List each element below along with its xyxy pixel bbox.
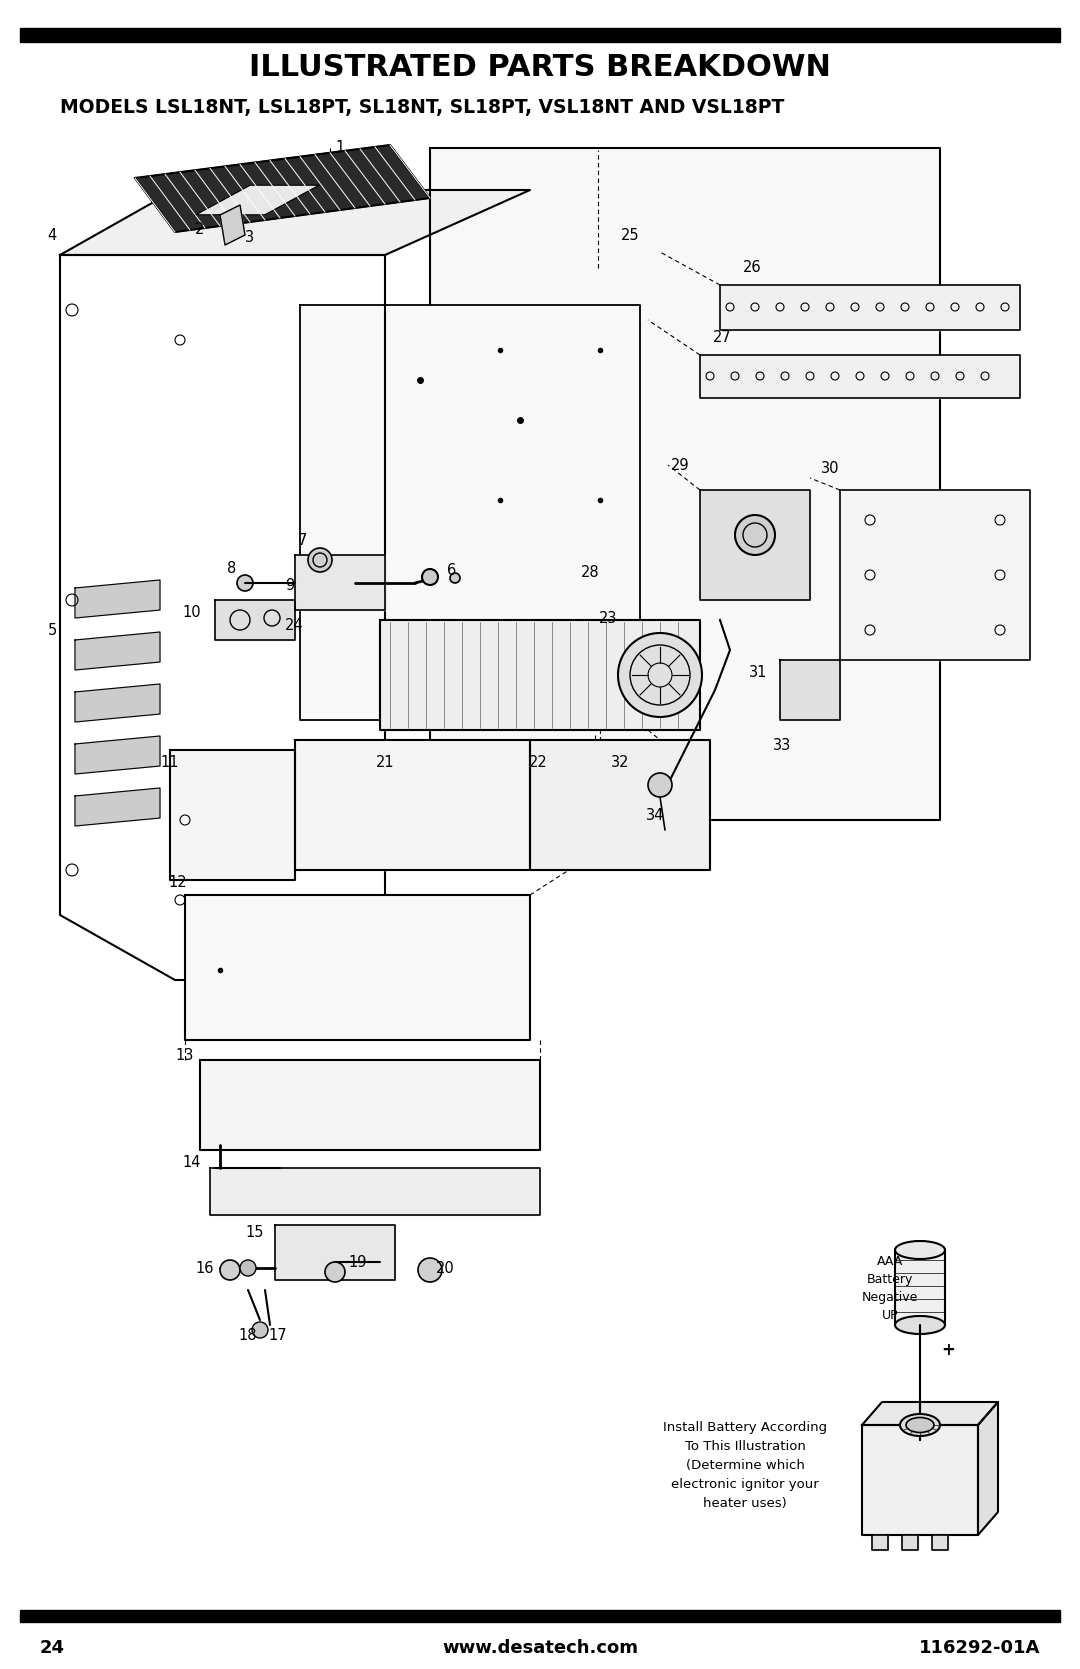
Polygon shape xyxy=(300,305,640,719)
Polygon shape xyxy=(220,205,245,245)
Text: 11: 11 xyxy=(161,754,179,769)
Circle shape xyxy=(450,572,460,582)
Text: 1: 1 xyxy=(336,140,345,155)
Text: 3: 3 xyxy=(245,230,255,245)
Text: 33: 33 xyxy=(773,738,792,753)
Text: www.desatech.com: www.desatech.com xyxy=(442,1639,638,1657)
Text: 21: 21 xyxy=(376,754,394,769)
Polygon shape xyxy=(215,599,295,639)
Polygon shape xyxy=(700,491,810,599)
Text: 19: 19 xyxy=(349,1255,367,1270)
Text: +: + xyxy=(941,1340,955,1359)
Text: 24: 24 xyxy=(285,618,303,633)
Text: 8: 8 xyxy=(228,561,237,576)
Polygon shape xyxy=(978,1402,998,1535)
Text: 2: 2 xyxy=(195,222,205,237)
Polygon shape xyxy=(170,749,295,880)
Polygon shape xyxy=(75,684,160,723)
Text: ILLUSTRATED PARTS BREAKDOWN: ILLUSTRATED PARTS BREAKDOWN xyxy=(249,53,831,82)
Circle shape xyxy=(240,1260,256,1277)
Bar xyxy=(21,1611,1059,1622)
Polygon shape xyxy=(895,1250,945,1325)
Ellipse shape xyxy=(906,1417,934,1432)
Circle shape xyxy=(237,576,253,591)
Ellipse shape xyxy=(895,1242,945,1258)
Text: 26: 26 xyxy=(743,260,761,275)
Text: 34: 34 xyxy=(646,808,664,823)
Text: 14: 14 xyxy=(183,1155,201,1170)
Polygon shape xyxy=(295,739,530,870)
Text: 32: 32 xyxy=(611,754,630,769)
Polygon shape xyxy=(210,1168,540,1215)
Polygon shape xyxy=(380,619,700,729)
Polygon shape xyxy=(75,788,160,826)
Polygon shape xyxy=(195,185,320,215)
Polygon shape xyxy=(862,1425,978,1535)
Polygon shape xyxy=(75,633,160,669)
Text: 22: 22 xyxy=(528,754,548,769)
Text: Install Battery According
To This Illustration
(Determine which
electronic ignit: Install Battery According To This Illust… xyxy=(663,1420,827,1509)
Circle shape xyxy=(418,1258,442,1282)
Polygon shape xyxy=(75,581,160,618)
Polygon shape xyxy=(295,556,384,609)
Ellipse shape xyxy=(900,1414,940,1435)
Polygon shape xyxy=(275,1225,395,1280)
Polygon shape xyxy=(60,255,384,980)
Polygon shape xyxy=(840,491,1030,659)
Text: 30: 30 xyxy=(821,461,839,476)
Bar xyxy=(21,28,1059,42)
Text: 15: 15 xyxy=(246,1225,265,1240)
Polygon shape xyxy=(200,1060,540,1150)
Polygon shape xyxy=(430,149,940,819)
Text: 6: 6 xyxy=(447,562,457,577)
Text: 29: 29 xyxy=(671,457,689,472)
Circle shape xyxy=(325,1262,345,1282)
Text: AAA
Battery
Negative
UP: AAA Battery Negative UP xyxy=(862,1255,918,1322)
Text: 18: 18 xyxy=(239,1327,257,1342)
Text: 28: 28 xyxy=(581,564,599,579)
Text: 4: 4 xyxy=(48,227,56,242)
Circle shape xyxy=(618,633,702,718)
Circle shape xyxy=(308,547,332,572)
Polygon shape xyxy=(530,739,710,870)
Circle shape xyxy=(422,569,438,586)
Text: 31: 31 xyxy=(748,664,767,679)
Text: MODELS LSL18NT, LSL18PT, SL18NT, SL18PT, VSL18NT AND VSL18PT: MODELS LSL18NT, LSL18PT, SL18NT, SL18PT,… xyxy=(60,98,784,117)
Text: 12: 12 xyxy=(168,875,187,890)
Circle shape xyxy=(252,1322,268,1339)
Text: 20: 20 xyxy=(435,1260,455,1275)
Text: 116292-01A: 116292-01A xyxy=(919,1639,1040,1657)
Text: 7: 7 xyxy=(297,532,307,547)
Ellipse shape xyxy=(895,1315,945,1334)
Circle shape xyxy=(648,773,672,798)
Polygon shape xyxy=(932,1535,948,1551)
Polygon shape xyxy=(135,145,430,232)
Polygon shape xyxy=(60,190,530,255)
Polygon shape xyxy=(185,895,530,1040)
Polygon shape xyxy=(700,355,1020,397)
Text: 10: 10 xyxy=(183,604,201,619)
Text: 24: 24 xyxy=(40,1639,65,1657)
Text: 17: 17 xyxy=(269,1327,287,1342)
Text: 9: 9 xyxy=(285,577,295,592)
Polygon shape xyxy=(902,1535,918,1551)
Text: 25: 25 xyxy=(621,227,639,242)
Circle shape xyxy=(220,1260,240,1280)
Polygon shape xyxy=(720,285,1020,330)
Polygon shape xyxy=(872,1535,888,1551)
Polygon shape xyxy=(780,659,840,719)
Text: 27: 27 xyxy=(713,330,731,345)
Polygon shape xyxy=(862,1402,998,1425)
Text: 13: 13 xyxy=(176,1048,194,1063)
Circle shape xyxy=(735,516,775,556)
Text: 16: 16 xyxy=(195,1260,214,1275)
Text: 23: 23 xyxy=(598,611,618,626)
Text: 5: 5 xyxy=(48,623,56,638)
Polygon shape xyxy=(75,736,160,774)
